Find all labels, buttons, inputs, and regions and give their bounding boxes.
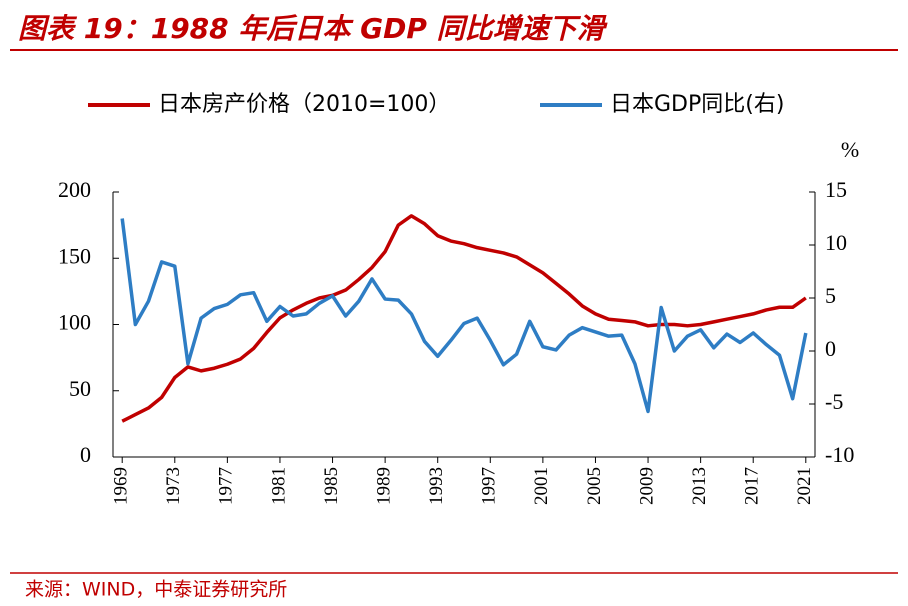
y-tick-label: 50 xyxy=(69,376,91,401)
y2-tick-label: 5 xyxy=(825,283,836,308)
x-tick-label: 2009 xyxy=(636,467,657,505)
legend-label: 日本GDP同比(右) xyxy=(610,92,784,117)
y2-tick-label: 10 xyxy=(825,230,847,255)
x-tick-label: 2005 xyxy=(584,467,605,505)
y2-tick-label: -5 xyxy=(825,389,843,414)
y2-tick-label: 0 xyxy=(825,336,836,361)
x-tick-label: 1993 xyxy=(426,467,447,505)
x-tick-label: 2021 xyxy=(794,467,815,505)
x-tick-label: 1973 xyxy=(163,467,184,505)
legend-label: 日本房产价格（2010=100） xyxy=(158,92,450,117)
y2-unit: % xyxy=(841,137,859,162)
x-tick-label: 1977 xyxy=(216,467,237,505)
y-tick-label: 200 xyxy=(58,177,91,202)
x-tick-label: 1985 xyxy=(321,467,342,505)
x-tick-label: 2013 xyxy=(689,467,710,505)
series-line xyxy=(120,218,808,414)
x-tick-label: 1989 xyxy=(373,467,394,505)
y2-tick-label: -10 xyxy=(825,442,854,467)
y-tick-label: 150 xyxy=(58,243,91,268)
source: 来源：WIND，中泰证券研究所 xyxy=(25,579,287,601)
chart-title: 图表 19：1988 年后日本 GDP 同比增速下滑 xyxy=(18,12,609,45)
series-line xyxy=(121,214,807,423)
x-tick-label: 2001 xyxy=(531,467,552,505)
y-tick-label: 100 xyxy=(58,310,91,335)
x-tick-label: 1997 xyxy=(479,467,500,505)
y-tick-label: 0 xyxy=(80,442,91,467)
x-tick-label: 1969 xyxy=(111,467,132,505)
x-tick-label: 1981 xyxy=(268,467,289,505)
y2-tick-label: 15 xyxy=(825,177,847,202)
x-tick-label: 2017 xyxy=(742,467,763,505)
